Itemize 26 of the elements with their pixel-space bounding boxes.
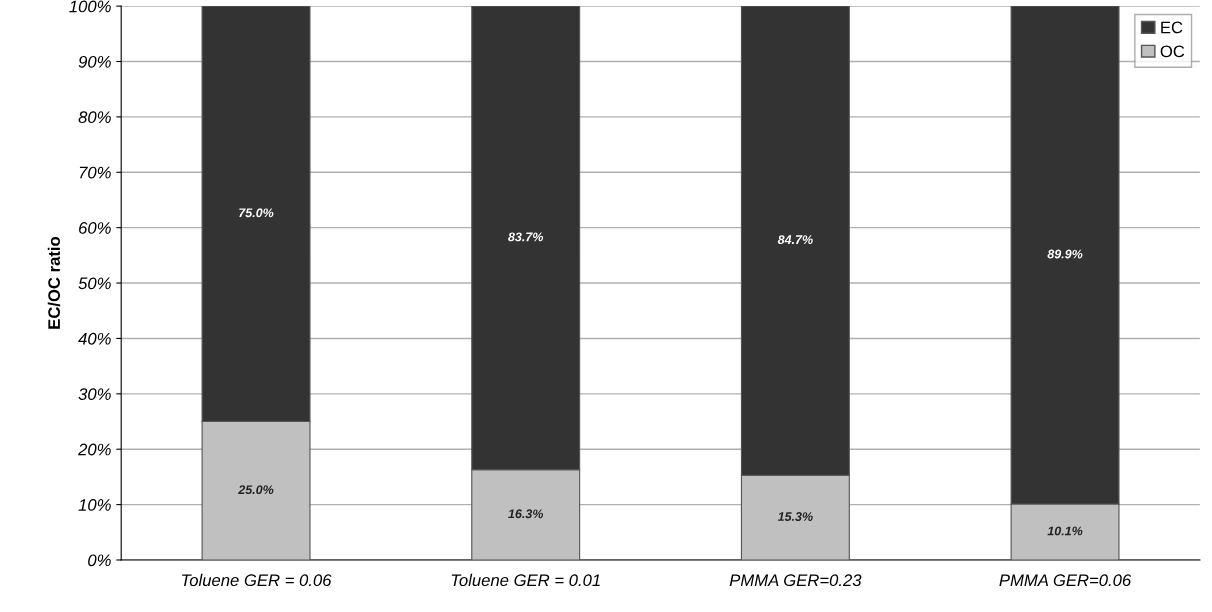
- y-tick-label: 60%: [79, 222, 111, 234]
- data-label: 75.0%: [239, 208, 274, 218]
- x-tick-label: Toluene GER = 0.06: [182, 573, 332, 587]
- data-label: 89.9%: [1047, 249, 1083, 259]
- y-tick-label: 100%: [69, 0, 111, 13]
- y-tick-label: 30%: [78, 388, 111, 401]
- y-tick-label: 10%: [78, 499, 111, 511]
- x-tick-label: PMMA GER=0.23: [729, 574, 862, 587]
- data-label: 83.7%: [508, 232, 544, 242]
- data-label: 16.3%: [508, 509, 544, 519]
- y-tick-label: 20%: [78, 443, 111, 456]
- y-axis-title: EC/OC ratio: [47, 236, 61, 329]
- legend-label: EC: [1161, 21, 1183, 34]
- data-label: 10.1%: [1047, 526, 1083, 536]
- x-tick-label: PMMA GER=0.06: [999, 574, 1132, 587]
- y-tick-label: 80%: [78, 111, 111, 124]
- data-label: 84.7%: [777, 235, 813, 245]
- y-tick-label: 0%: [88, 554, 111, 567]
- data-label: 15.3%: [777, 512, 813, 521]
- y-tick-label: 70%: [79, 166, 111, 179]
- x-tick-label: Toluene GER = 0.01: [451, 573, 600, 587]
- y-tick-label: 50%: [78, 277, 111, 290]
- y-tick-label: 90%: [78, 55, 111, 68]
- y-tick-label: 40%: [78, 332, 111, 345]
- legend-label: OC: [1160, 45, 1185, 58]
- data-label: 25.0%: [238, 485, 274, 495]
